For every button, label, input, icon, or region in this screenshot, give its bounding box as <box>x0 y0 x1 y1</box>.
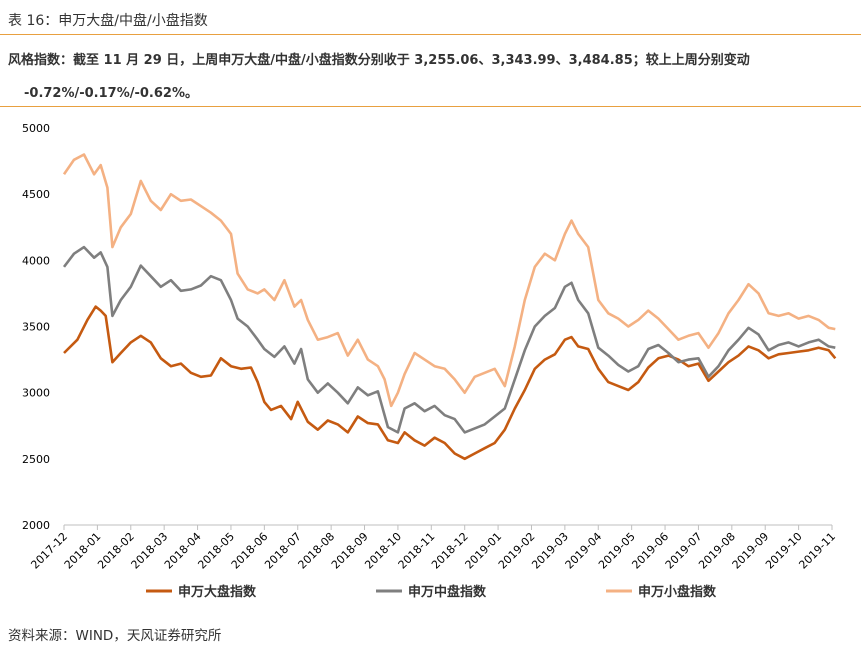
table-caption: 表 16：申万大盘/中盘/小盘指数 <box>8 13 208 29</box>
description: 风格指数：截至 11 月 29 日，上周申万大盘/中盘/小盘指数分别收于 3,2… <box>8 44 856 110</box>
legend-label: 申万大盘指数 <box>178 584 257 600</box>
series-line-3 <box>62 153 836 408</box>
series-line-2 <box>62 245 836 434</box>
caption-divider <box>0 34 861 35</box>
y-tick-label: 4000 <box>22 254 50 267</box>
legend-label: 申万小盘指数 <box>638 584 717 600</box>
y-tick-label: 5000 <box>22 122 50 135</box>
y-tick-label: 3000 <box>22 387 50 400</box>
description-line-2: -0.72%/-0.17%/-0.62%。 <box>24 86 198 101</box>
y-tick-label: 3500 <box>22 321 50 334</box>
y-tick-label: 4500 <box>22 188 50 201</box>
x-tick-label: 2019-11 <box>796 530 838 572</box>
legend-label: 申万中盘指数 <box>408 584 487 600</box>
description-divider <box>0 106 861 107</box>
y-tick-label: 2500 <box>22 453 50 466</box>
series-line-1 <box>63 305 837 461</box>
source-note: 资料来源：WIND，天风证券研究所 <box>8 628 222 644</box>
y-tick-label: 2000 <box>22 519 50 532</box>
description-line-1: 风格指数：截至 11 月 29 日，上周申万大盘/中盘/小盘指数分别收于 3,2… <box>8 53 750 68</box>
